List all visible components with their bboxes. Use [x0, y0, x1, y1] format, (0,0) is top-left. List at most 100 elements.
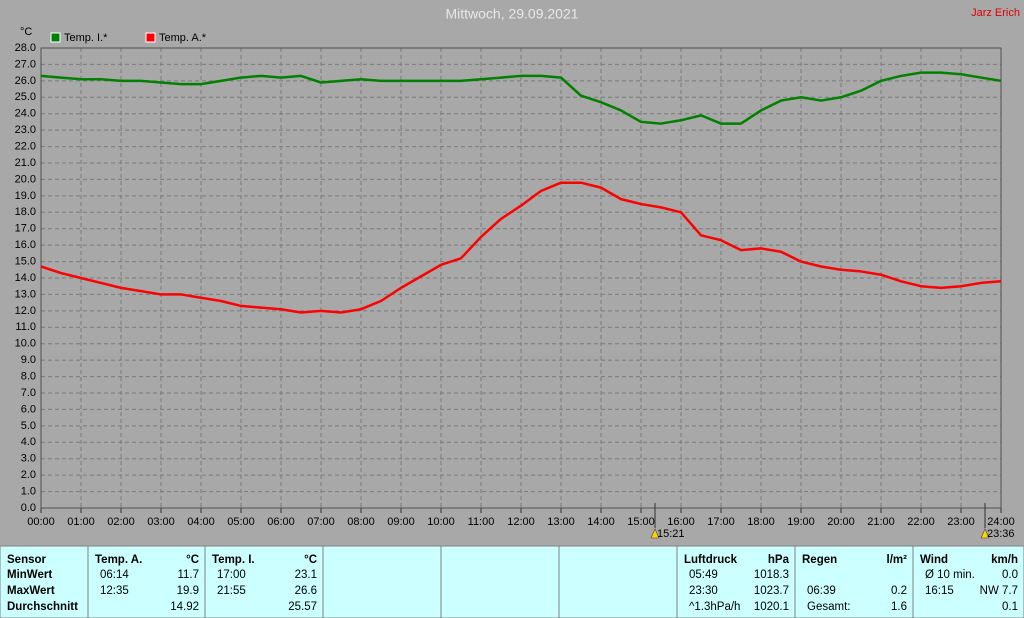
x-tick-label: 13:00 [547, 516, 575, 528]
table-header: Regen [802, 554, 837, 566]
legend-swatch [145, 32, 156, 43]
table-cell: Durchschnitt [7, 601, 78, 613]
table-cell: Ø 10 min. [925, 569, 975, 581]
marker-icon [980, 528, 990, 539]
table-cell: 11.7 [177, 569, 199, 581]
y-tick-label: 27.0 [15, 58, 36, 70]
x-tick-label: 01:00 [67, 516, 95, 528]
y-tick-label: 17.0 [15, 223, 36, 235]
x-tick-label: 09:00 [387, 516, 415, 528]
table-header: Luftdruck [684, 554, 738, 566]
y-tick-label: 2.0 [21, 469, 36, 481]
table-header: Wind [920, 554, 948, 566]
stats-table [0, 545, 1024, 618]
y-tick-label: 26.0 [15, 75, 36, 87]
y-tick-label: 9.0 [21, 354, 36, 366]
x-tick-label: 11:00 [468, 516, 495, 528]
y-tick-label: 21.0 [15, 157, 36, 169]
x-tick-label: 18:00 [747, 516, 775, 528]
x-tick-label: 10:00 [427, 516, 455, 528]
x-tick-label: 17:00 [707, 516, 735, 528]
y-tick-label: 23.0 [15, 124, 36, 136]
x-tick-label: 21:00 [867, 516, 895, 528]
table-cell: 1020.1 [754, 601, 789, 613]
x-tick-label: 19:00 [787, 516, 815, 528]
y-tick-label: 10.0 [15, 338, 36, 350]
table-cell: 1023.7 [754, 585, 789, 597]
table-cell: 23:30 [689, 585, 718, 597]
y-tick-label: 1.0 [21, 485, 36, 497]
table-cell: 14.92 [170, 601, 199, 613]
table-header: Temp. I. [212, 554, 255, 566]
table-unit: °C [186, 554, 199, 566]
table-header: Sensor [7, 554, 47, 566]
y-tick-label: 5.0 [21, 420, 36, 432]
table-cell: 16:15 [925, 585, 954, 597]
chart-title: Mittwoch, 29.09.2021 [445, 6, 578, 22]
x-tick-label: 16:00 [667, 516, 695, 528]
author: Jarz Erich [971, 7, 1020, 19]
table-cell: Gesamt: [807, 601, 850, 613]
legend-label: Temp. A.* [159, 32, 207, 44]
y-tick-label: 8.0 [21, 370, 36, 382]
y-tick-label: 4.0 [21, 436, 36, 448]
marker-label: 15:21 [657, 528, 685, 540]
y-unit: °C [20, 26, 32, 38]
table-cell: 1018.3 [754, 569, 789, 581]
marker-icon [650, 528, 660, 539]
table-cell: 05:49 [689, 569, 718, 581]
y-tick-label: 22.0 [15, 140, 36, 152]
table-cell: 25.57 [288, 601, 317, 613]
table-unit: hPa [768, 554, 790, 566]
x-tick-label: 20:00 [827, 516, 855, 528]
legend-label: Temp. I.* [64, 32, 108, 44]
table-cell: 19.9 [177, 585, 199, 597]
table-cell: 06:14 [100, 569, 129, 581]
x-tick-label: 04:00 [187, 516, 215, 528]
y-tick-label: 3.0 [21, 453, 36, 465]
x-tick-label: 07:00 [307, 516, 335, 528]
table-unit: l/m² [887, 554, 908, 566]
table-cell: 1.6 [891, 601, 907, 613]
line-series [40, 181, 1002, 314]
y-tick-label: 15.0 [15, 255, 36, 267]
x-tick-label: 23:00 [947, 516, 975, 528]
x-tick-label: 03:00 [147, 516, 175, 528]
table-cell: 23.1 [295, 569, 317, 581]
x-tick-label: 15:00 [627, 516, 655, 528]
y-tick-label: 12.0 [15, 305, 36, 317]
table-cell: MinWert [7, 569, 52, 581]
table-cell: NW 7.7 [980, 585, 1018, 597]
y-tick-label: 20.0 [15, 173, 36, 185]
table-cell: 0.1 [1002, 601, 1018, 613]
table-unit: km/h [991, 554, 1018, 566]
y-tick-label: 25.0 [15, 91, 36, 103]
plot-frame [40, 47, 1002, 509]
y-tick-label: 13.0 [15, 288, 36, 300]
y-tick-label: 14.0 [15, 272, 36, 284]
line-series [40, 71, 1002, 125]
table-cell: 12:35 [100, 585, 129, 597]
y-tick-label: 7.0 [21, 387, 36, 399]
x-tick-label: 06:00 [267, 516, 295, 528]
y-tick-label: 28.0 [15, 42, 36, 54]
x-tick-label: 22:00 [907, 516, 935, 528]
x-tick-label: 08:00 [347, 516, 375, 528]
y-tick-label: 6.0 [21, 403, 36, 415]
table-separators [87, 546, 914, 618]
x-tick-label: 00:00 [27, 516, 55, 528]
table-cell: 0.2 [891, 585, 907, 597]
x-tick-label: 05:00 [227, 516, 255, 528]
legend-swatch [50, 32, 61, 43]
table-header: Temp. A. [95, 554, 142, 566]
marker-label: 23:36 [987, 528, 1015, 540]
y-tick-label: 11.0 [15, 321, 36, 333]
y-tick-label: 16.0 [15, 239, 36, 251]
x-tick-label: 12:00 [507, 516, 535, 528]
table-cell: MaxWert [7, 585, 55, 597]
y-tick-label: 18.0 [15, 206, 36, 218]
x-tick-label: 02:00 [107, 516, 135, 528]
